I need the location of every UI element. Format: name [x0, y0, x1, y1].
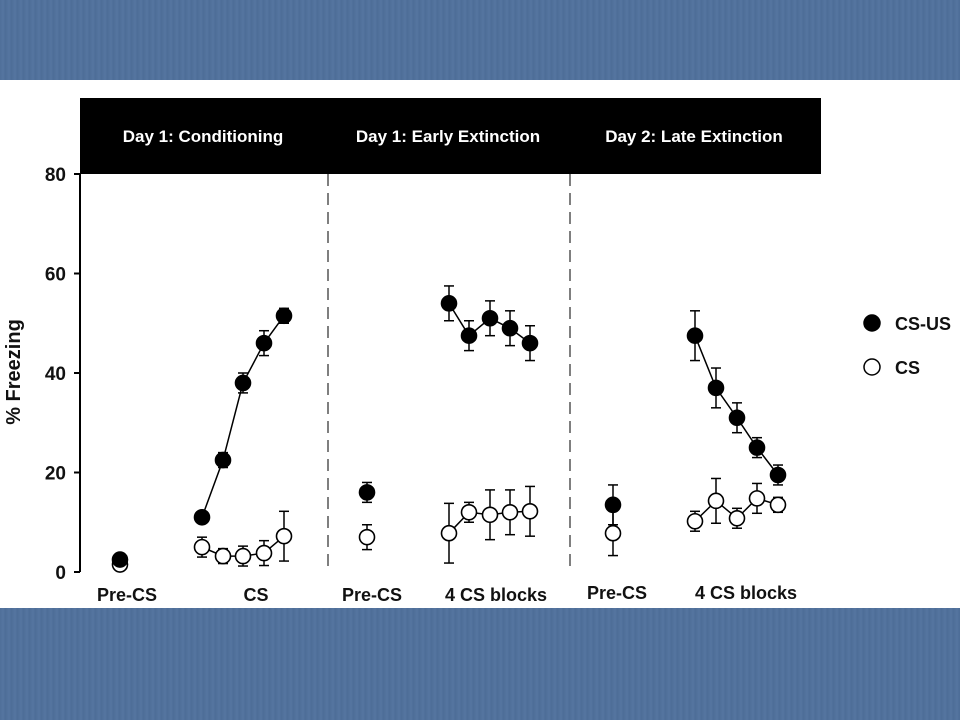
- legend-marker-cs-us: [863, 314, 881, 332]
- y-tick-label-40: 40: [45, 364, 66, 385]
- panel3-cs-us-point-5: [769, 466, 787, 484]
- panel3-precs-cs-us-point: [604, 496, 622, 514]
- legend-label-cs: CS: [895, 358, 920, 378]
- y-tick-label-60: 60: [45, 265, 66, 286]
- panel3-cs-point-1: [686, 512, 704, 530]
- panel-title-1: Day 1: Conditioning: [123, 127, 284, 146]
- panel-title-2: Day 1: Early Extinction: [356, 127, 540, 146]
- panel3-precs-cs-point: [604, 524, 622, 542]
- y-tick-label-20: 20: [45, 464, 66, 485]
- panel1-cs-point-2: [214, 547, 232, 565]
- panel1-cs-point-1: [193, 538, 211, 556]
- x-label-pre-cs-1: Pre-CS: [97, 585, 157, 605]
- x-label-pre-cs-3: Pre-CS: [587, 583, 647, 603]
- x-label-blocks-3: 4 CS blocks: [695, 583, 797, 603]
- y-ticks: [74, 173, 80, 573]
- panel2-cs-point-2: [460, 503, 478, 521]
- panel2-cs-us-point-1: [440, 295, 458, 312]
- panel1-cs-point-5: [275, 527, 293, 545]
- panel3-cs-us-point-2: [707, 379, 725, 397]
- panel2-cs-us-point-3: [481, 309, 499, 327]
- top-background-band: [0, 0, 960, 80]
- x-label-blocks-2: 4 CS blocks: [445, 585, 547, 605]
- panel2-cs-point-5: [521, 503, 539, 520]
- data-marks: [111, 285, 787, 573]
- panel3-cs-point-2: [707, 492, 725, 510]
- panel1-cs-us-point-2: [214, 451, 232, 469]
- panel3-cs-us-point-3: [728, 409, 746, 427]
- panel3-cs-point-5: [769, 496, 787, 514]
- panel3-cs-point-3: [728, 509, 746, 527]
- panel1-cs-point-3: [234, 547, 252, 565]
- panel1-cs-us-point-1: [193, 508, 211, 526]
- panel2-cs-point-4: [501, 503, 519, 521]
- legend: CS-US CS: [863, 314, 951, 378]
- panel3-cs-us-point-1: [686, 327, 704, 344]
- y-axis-title: % Freezing: [3, 319, 25, 425]
- panel2-cs-us-point-2: [460, 327, 478, 344]
- legend-marker-cs: [863, 358, 881, 376]
- panel3-cs-point-4: [748, 490, 766, 507]
- panel2-cs-us-point-5: [521, 334, 539, 352]
- y-tick-label-0: 0: [55, 563, 66, 584]
- panel-header-bar: [80, 98, 821, 174]
- panel1-cs-us-point-5: [275, 307, 293, 325]
- figure-slide: Day 1: Conditioning Day 1: Early Extinct…: [0, 80, 960, 608]
- y-tick-label-80: 80: [45, 165, 66, 186]
- panel2-cs-us-point-4: [501, 319, 519, 337]
- panel2-cs-point-3: [481, 506, 499, 524]
- panel1-precs-cs-us-point: [111, 551, 129, 568]
- bottom-background-band: [0, 608, 960, 720]
- panel3-cs-us-point-4: [748, 439, 766, 456]
- x-label-pre-cs-2: Pre-CS: [342, 585, 402, 605]
- panel1-cs-us-point-3: [234, 374, 252, 392]
- x-label-cs: CS: [243, 585, 268, 605]
- panel-title-3: Day 2: Late Extinction: [605, 127, 783, 146]
- freezing-chart: Day 1: Conditioning Day 1: Early Extinct…: [3, 98, 951, 605]
- panel1-cs-us-point-4: [255, 334, 273, 352]
- panel2-precs-cs-us-point: [358, 484, 376, 501]
- panel1-cs-point-4: [255, 544, 273, 562]
- panel2-precs-cs-point: [358, 528, 376, 546]
- legend-label-cs-us: CS-US: [895, 314, 951, 334]
- panel2-cs-point-1: [440, 524, 458, 542]
